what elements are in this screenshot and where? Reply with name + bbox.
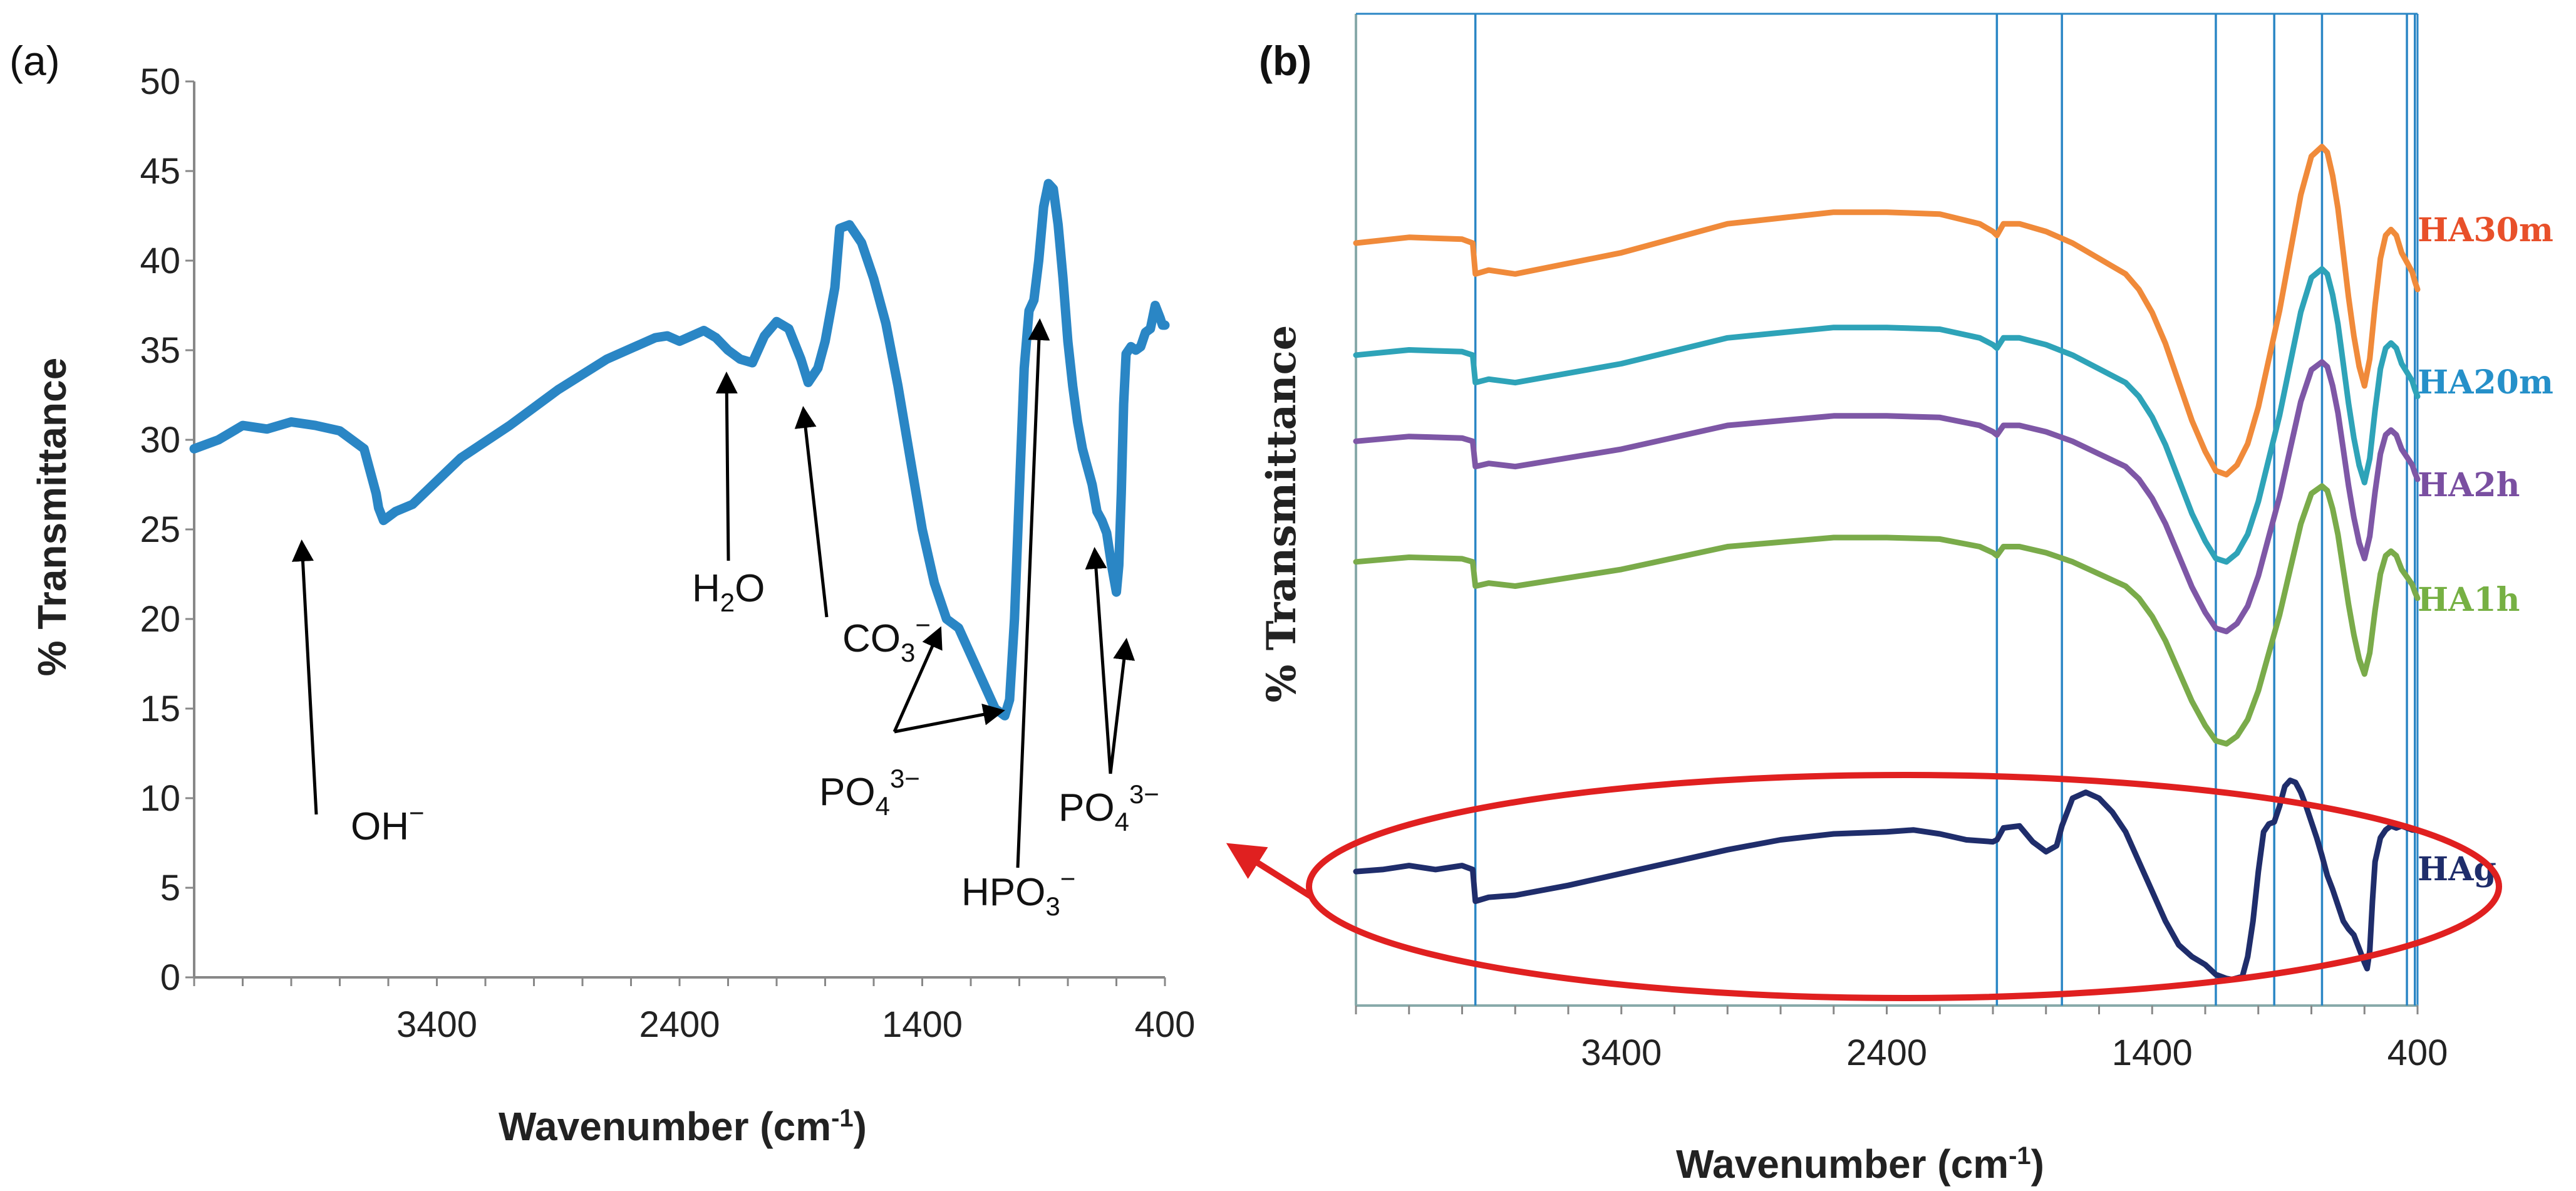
panel-b-x-tick-label: 3400 xyxy=(1581,1032,1662,1073)
panel-b-label: (b) xyxy=(1259,38,1311,84)
panel-b-x-tick-label: 2400 xyxy=(1846,1032,1927,1073)
panel-a-x-tick-label: 3400 xyxy=(396,1004,477,1045)
legend-label-ha1h: HA1h xyxy=(2418,581,2520,619)
panel-a-y-ticks: 0 5 10 15 20 25 30 35 40 45 50 xyxy=(140,61,194,998)
panel-a-y-axis-label: % Transmittance xyxy=(29,358,75,677)
annotation-po4b: PO43− xyxy=(1058,779,1159,836)
panel-a-x-tick-label: 1400 xyxy=(882,1004,963,1045)
panel-a-y-tick-label: 40 xyxy=(140,241,180,281)
panel-b-plot xyxy=(1353,143,2421,982)
panel-b-y-axis-label: % Transmittance xyxy=(1258,325,1305,703)
series-line-hag xyxy=(1353,778,2421,982)
legend-label-ha2h: HA2h xyxy=(2418,466,2520,504)
panel-a-y-tick-label: 35 xyxy=(140,330,180,371)
annotation-arrow xyxy=(894,704,1005,734)
panel-a-y-tick-label: 25 xyxy=(140,509,180,550)
annotation-po4a: PO43− xyxy=(819,764,920,821)
panel-b-x-tick-label: 400 xyxy=(2387,1032,2448,1073)
highlight-ellipse xyxy=(1306,772,2502,1001)
series-line-ha1h xyxy=(1353,483,2421,747)
annotation-arrow xyxy=(892,626,943,733)
panel-a-plot xyxy=(189,179,1170,720)
panel-a-label: (a) xyxy=(9,38,60,84)
legend-label-ha30m: HA30m xyxy=(2418,211,2553,249)
panel-a-x-axis-label: Wavenumber (cm-1) xyxy=(499,1104,867,1149)
panel-b-legend: HA30m HA20m HA2h HA1h HAg xyxy=(2418,211,2553,888)
annotation-arrow xyxy=(794,406,829,618)
panel-b-x-axis-label: Wavenumber (cm-1) xyxy=(1676,1142,2044,1187)
panel-a-y-tick-label: 50 xyxy=(140,61,180,102)
panel-a-x-tick-label: 400 xyxy=(1135,1004,1196,1045)
series-line-ha2h xyxy=(1353,359,2421,635)
panel-a-spectrum-line xyxy=(189,179,1170,720)
panel-b-x-tick-label: 1400 xyxy=(2112,1032,2193,1073)
series-line-ha20m xyxy=(1353,266,2421,565)
panel-a-y-tick-label: 10 xyxy=(140,778,180,819)
annotation-oh: OH− xyxy=(351,798,425,848)
panel-a-y-tick-label: 45 xyxy=(140,151,180,192)
annotation-arrow xyxy=(1109,638,1135,774)
annotation-hpo3: HPO3− xyxy=(961,864,1075,921)
panel-a-x-ticks: 3400 2400 1400 400 xyxy=(193,977,1196,1045)
annotation-arrow xyxy=(1016,318,1050,868)
panel-a-y-tick-label: 20 xyxy=(140,599,180,640)
highlight-arrow xyxy=(1226,843,1314,900)
annotation-co3: CO3− xyxy=(842,610,931,667)
panel-a-y-tick-label: 0 xyxy=(160,957,180,998)
panel-b: (b) 3400 2400 1400 400 HA30mHA20mHA2hHA1hHA… xyxy=(1226,13,2553,1187)
panel-a-annotations: OH− H2O CO3− PO43− HPO3− PO43− xyxy=(292,318,1159,921)
panel-a-y-tick-label: 30 xyxy=(140,420,180,460)
series-line-ha30m xyxy=(1353,143,2421,478)
panel-a-x-tick-label: 2400 xyxy=(639,1004,720,1045)
panel-a: (a) 0 5 10 15 20 25 30 35 40 45 50 3400 2400 1400 400… xyxy=(9,38,1195,1149)
annotation-arrow xyxy=(715,372,738,561)
annotation-h2o: H2O xyxy=(692,567,765,617)
panel-b-x-ticks: 3400 2400 1400 400 xyxy=(1355,1006,2448,1073)
panel-a-y-tick-label: 5 xyxy=(160,868,180,908)
legend-label-hag: HAg xyxy=(2418,850,2496,888)
panel-a-y-tick-label: 15 xyxy=(140,689,180,729)
panel-b-highlight xyxy=(1226,772,2502,1001)
legend-label-ha20m: HA20m xyxy=(2418,363,2553,402)
annotation-arrow xyxy=(292,539,318,815)
annotation-arrow xyxy=(1085,547,1112,774)
